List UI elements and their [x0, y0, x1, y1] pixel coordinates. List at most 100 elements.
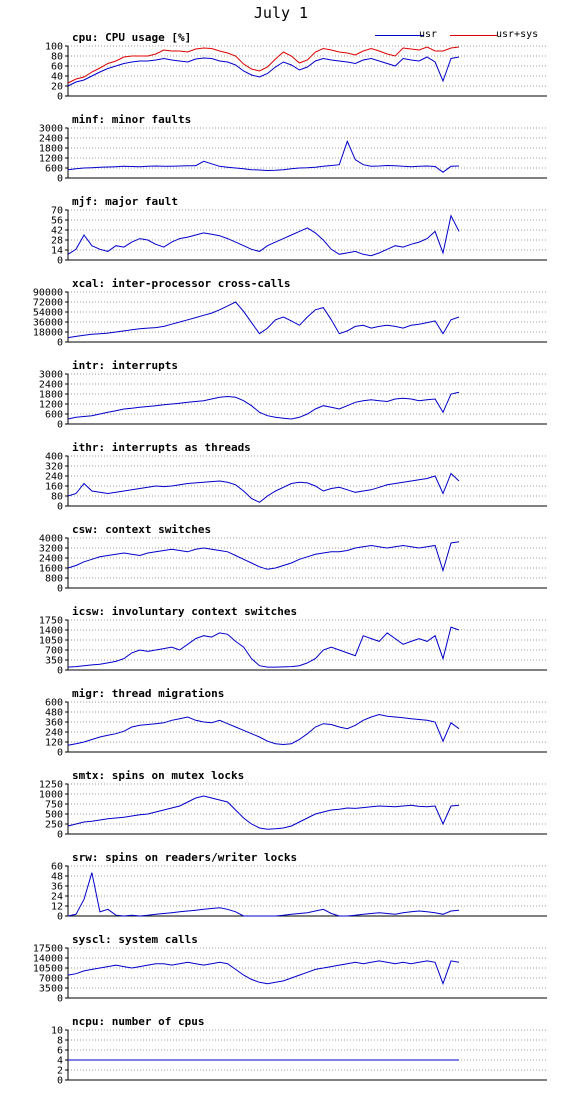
series-line-ithr-0: [67, 472, 460, 503]
ytick-label-ithr-0: 400: [45, 452, 63, 463]
ytick-label-syscl-1: 14000: [33, 954, 63, 965]
ytick-label-ithr-4: 80: [51, 492, 63, 503]
ytick-label-intr-4: 600: [45, 410, 63, 421]
ytick-label-smtx-4: 250: [45, 820, 63, 831]
ytick-label-srw-4: 12: [51, 902, 63, 913]
chart-title-mjf: mjf: major fault: [72, 195, 178, 208]
ytick-label-syscl-5: 0: [57, 994, 63, 1005]
ytick-label-csw-5: 0: [57, 584, 63, 595]
ytick-label-smtx-3: 500: [45, 810, 63, 821]
ytick-label-intr-2: 1800: [39, 390, 63, 401]
ytick-label-csw-1: 3200: [39, 544, 63, 555]
ytick-label-minf-0: 3000: [39, 124, 63, 135]
ytick-label-intr-3: 1200: [39, 400, 63, 411]
series-line-csw-0: [67, 541, 460, 573]
ytick-label-syscl-4: 3500: [39, 984, 63, 995]
ytick-label-smtx-2: 750: [45, 800, 63, 811]
ytick-label-migr-2: 360: [45, 718, 63, 729]
ytick-label-intr-1: 2400: [39, 380, 63, 391]
ytick-label-cpu-4: 20: [51, 82, 63, 93]
ytick-label-minf-4: 600: [45, 164, 63, 175]
series-line-minf-0: [67, 139, 460, 173]
ytick-label-ithr-2: 240: [45, 472, 63, 483]
legend: usr usr+sys: [375, 29, 562, 43]
chart-title-intr: intr: interrupts: [72, 359, 178, 372]
ytick-label-srw-5: 0: [57, 912, 63, 923]
ytick-label-xcal-0: 90000: [33, 288, 63, 299]
chart-title-cpu: cpu: CPU usage [%]: [72, 31, 191, 44]
ytick-label-migr-4: 120: [45, 738, 63, 749]
ytick-label-cpu-2: 60: [51, 62, 63, 73]
ytick-label-icsw-3: 700: [45, 646, 63, 657]
ytick-label-migr-1: 480: [45, 708, 63, 719]
ytick-label-mjf-4: 14: [51, 246, 63, 257]
ytick-label-ncpu-2: 6: [57, 1046, 63, 1057]
chart-syscl: syscl: system calls 175001400010500700035…: [33, 933, 547, 1005]
ytick-label-icsw-5: 0: [57, 666, 63, 677]
ytick-label-ncpu-5: 0: [57, 1076, 63, 1087]
ytick-label-mjf-1: 56: [51, 216, 63, 227]
ytick-label-mjf-5: 0: [57, 256, 63, 267]
ytick-label-minf-5: 0: [57, 174, 63, 185]
legend-swatch-usr-sys: [450, 35, 498, 36]
chart-title-minf: minf: minor faults: [72, 113, 191, 126]
chart-title-xcal: xcal: inter-processor cross-calls: [72, 277, 291, 290]
series-line-xcal-0: [67, 301, 460, 339]
ytick-label-minf-1: 2400: [39, 134, 63, 145]
ytick-label-cpu-5: 0: [57, 92, 63, 103]
ytick-label-srw-2: 36: [51, 882, 63, 893]
series-line-smtx-0: [67, 795, 460, 830]
ytick-label-csw-2: 2400: [39, 554, 63, 565]
legend-swatch-usr: [375, 35, 423, 36]
chart-title-syscl: syscl: system calls: [72, 933, 198, 946]
ytick-label-icsw-0: 1750: [39, 616, 63, 627]
ytick-label-xcal-3: 36000: [33, 318, 63, 329]
series-line-intr-0: [67, 391, 460, 420]
ytick-label-ithr-3: 160: [45, 482, 63, 493]
chart-title-migr: migr: thread migrations: [72, 687, 224, 700]
ytick-label-csw-3: 1600: [39, 564, 63, 575]
chart-ithr: ithr: interrupts as threads 4003202401608…: [45, 441, 547, 513]
ytick-label-intr-5: 0: [57, 420, 63, 431]
ytick-label-mjf-0: 70: [51, 206, 63, 217]
ytick-label-mjf-3: 28: [51, 236, 63, 247]
ytick-label-ncpu-4: 2: [57, 1066, 63, 1077]
chart-title-csw: csw: context switches: [72, 523, 211, 536]
ytick-label-xcal-4: 18000: [33, 328, 63, 339]
chart-title-smtx: smtx: spins on mutex locks: [72, 769, 244, 782]
chart-csw: csw: context switches 4000320024001600800…: [39, 523, 547, 595]
ytick-label-cpu-3: 40: [51, 72, 63, 83]
chart-srw: srw: spins on readers/writer locks 604836…: [51, 851, 547, 923]
ytick-label-smtx-0: 1250: [39, 780, 63, 791]
chart-icsw: icsw: involuntary context switches 175014…: [39, 605, 547, 677]
ytick-label-icsw-2: 1050: [39, 636, 63, 647]
ytick-label-icsw-4: 350: [45, 656, 63, 667]
ytick-label-xcal-5: 0: [57, 338, 63, 349]
chart-title-ncpu: ncpu: number of cpus: [72, 1015, 204, 1028]
ytick-label-csw-0: 4000: [39, 534, 63, 545]
series-line-migr-0: [67, 713, 460, 746]
ytick-label-xcal-1: 72000: [33, 298, 63, 309]
ytick-label-cpu-0: 100: [45, 42, 63, 53]
chart-title-icsw: icsw: involuntary context switches: [72, 605, 297, 618]
ytick-label-srw-3: 24: [51, 892, 63, 903]
ytick-label-syscl-2: 10500: [33, 964, 63, 975]
ytick-label-mjf-2: 42: [51, 226, 63, 237]
ytick-label-syscl-0: 17500: [33, 944, 63, 955]
ytick-label-minf-3: 1200: [39, 154, 63, 165]
ytick-label-ncpu-0: 10: [51, 1026, 63, 1037]
series-line-cpu-0: [67, 56, 460, 87]
page-title: July 1: [253, 4, 309, 22]
chart-xcal: xcal: inter-processor cross-calls 9000072…: [33, 277, 547, 349]
series-line-srw-0: [67, 872, 460, 917]
ytick-label-intr-0: 3000: [39, 370, 63, 381]
ytick-label-migr-3: 240: [45, 728, 63, 739]
ytick-label-ncpu-3: 4: [57, 1056, 63, 1067]
ytick-label-icsw-1: 1400: [39, 626, 63, 637]
